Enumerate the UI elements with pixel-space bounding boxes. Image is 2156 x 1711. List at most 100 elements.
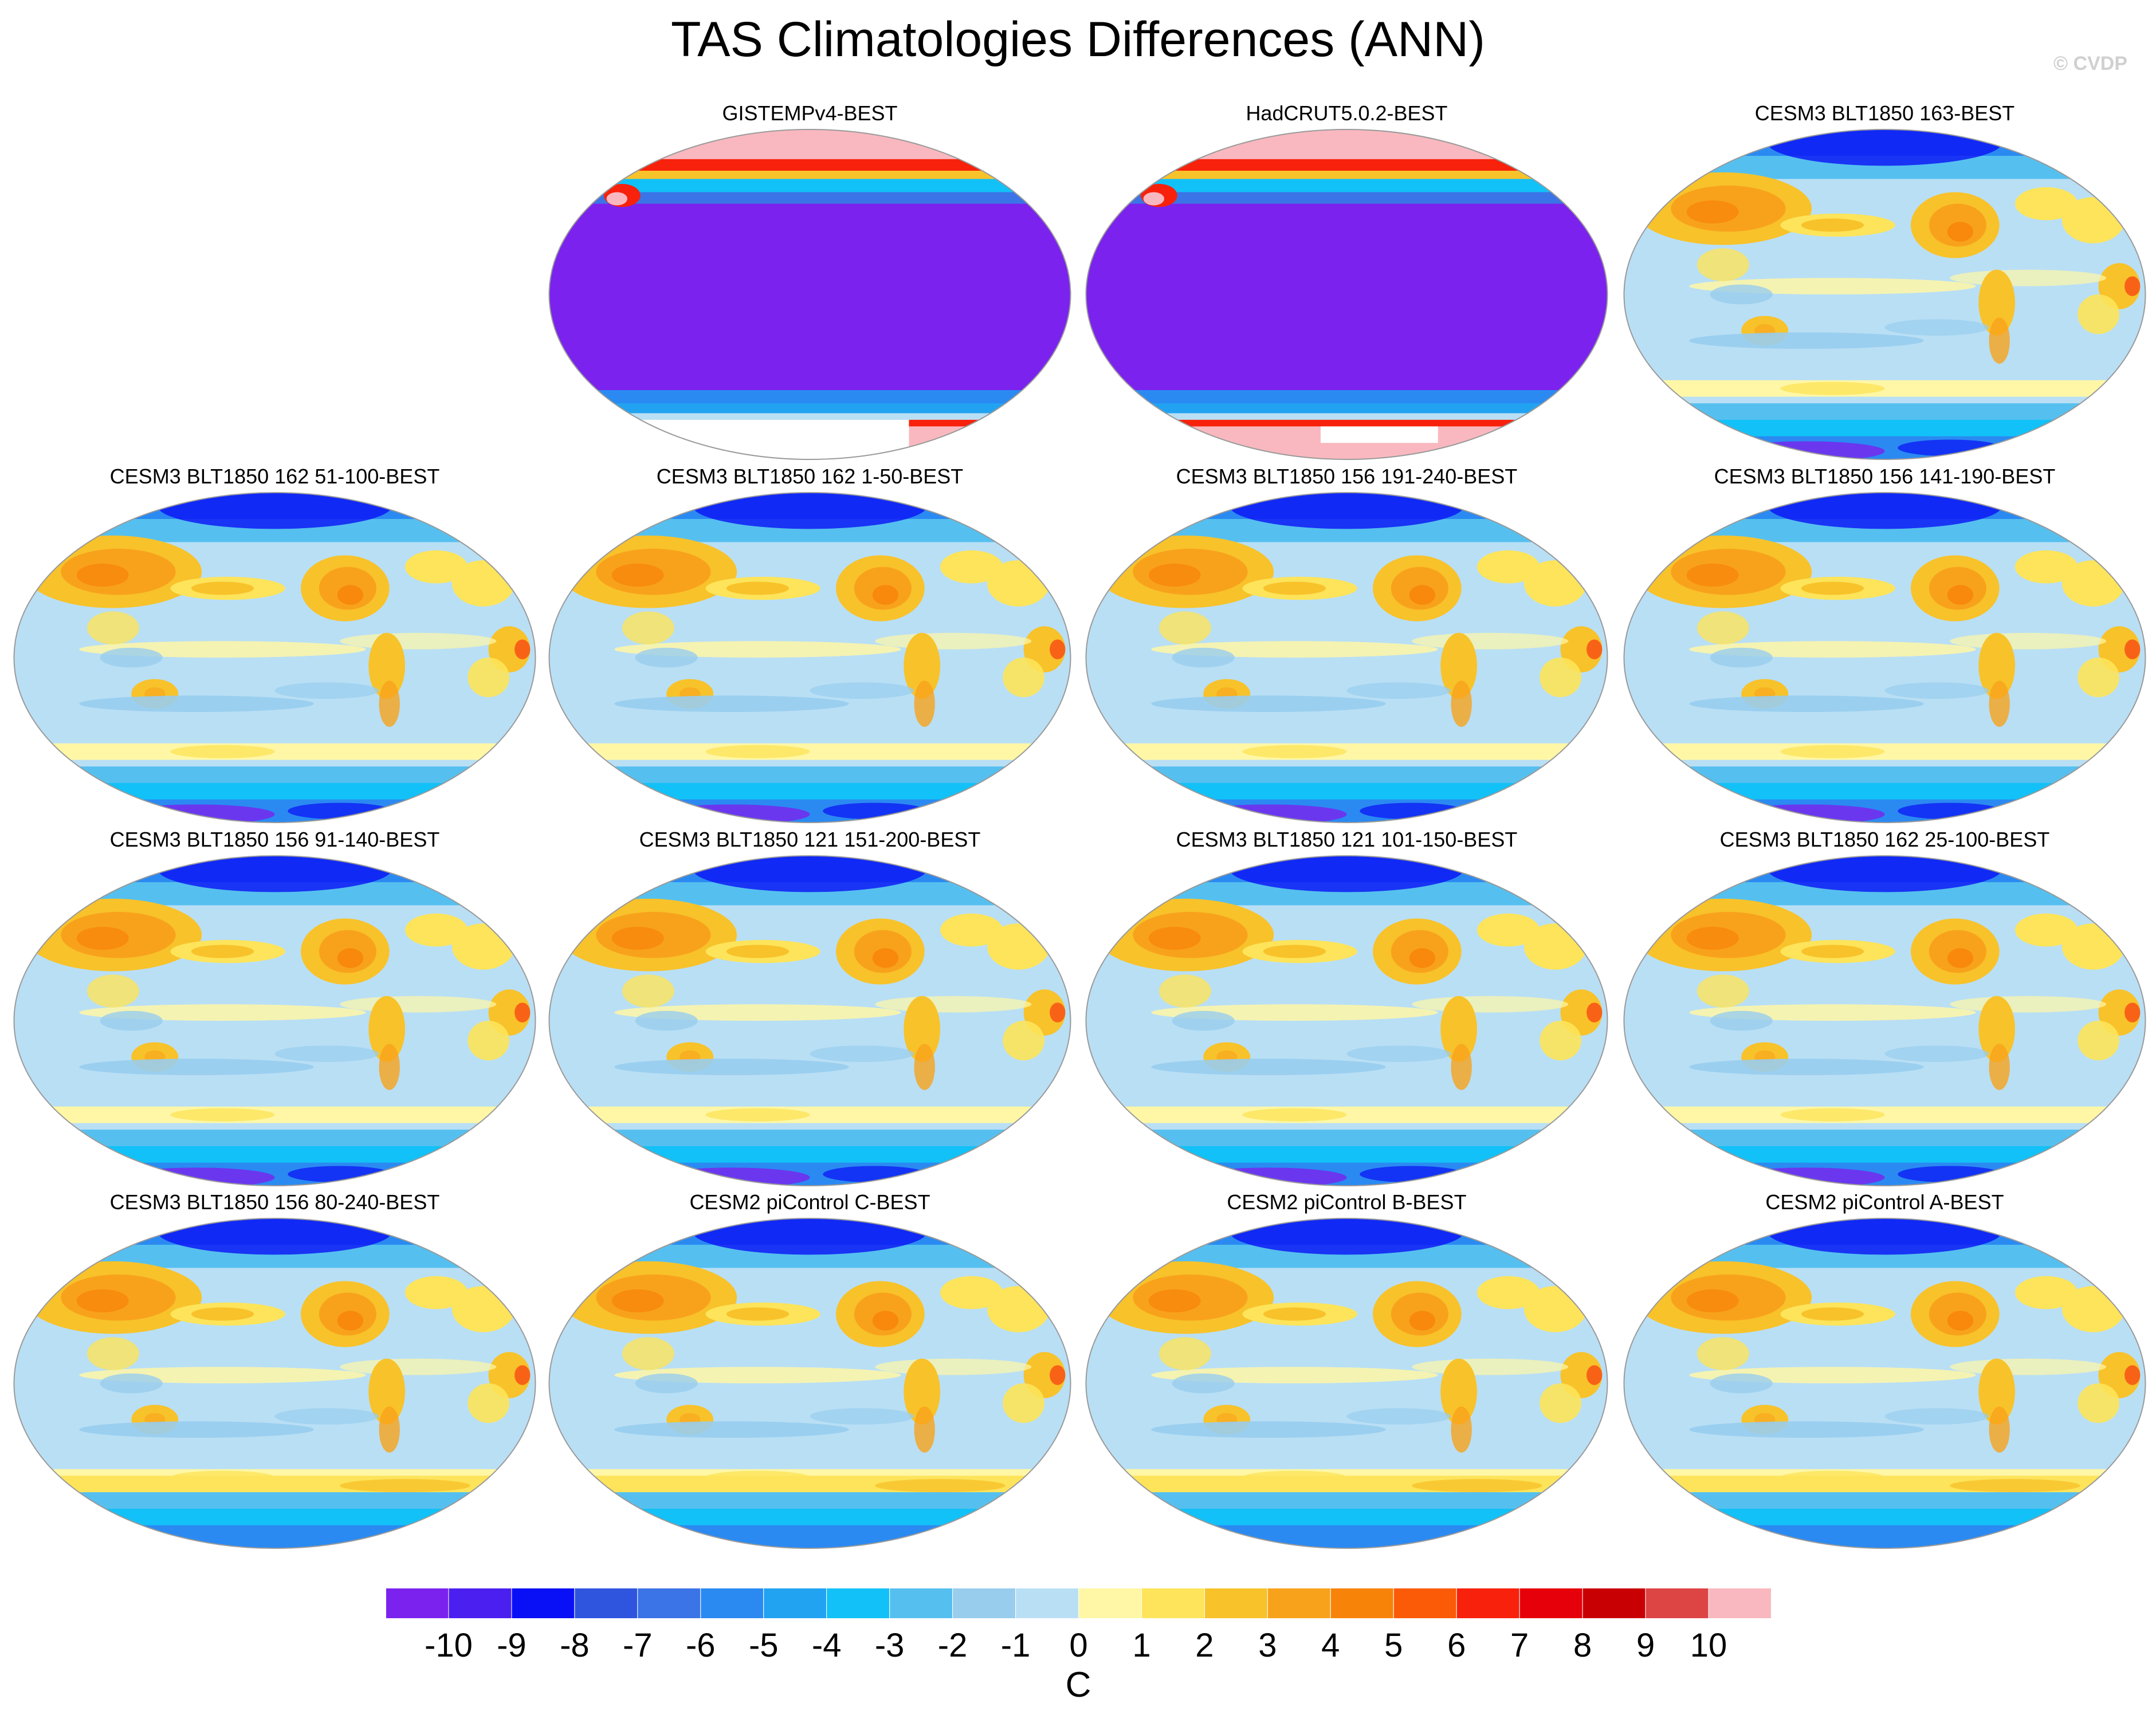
panel-title: GISTEMPv4-BEST	[722, 101, 898, 125]
global-map	[1623, 855, 2146, 1186]
colorbar-box	[1204, 1587, 1268, 1619]
map-panel: CESM3 BLT1850 162 1-50-BEST	[548, 464, 1072, 825]
map-outline	[1623, 129, 2146, 460]
colorbar-box	[637, 1587, 701, 1619]
map-panel: CESM3 BLT1850 162 25-100-BEST	[1623, 827, 2147, 1188]
colorbar-tick-label: -9	[497, 1627, 527, 1664]
colorbar-box	[511, 1587, 575, 1619]
panel-title: CESM3 BLT1850 121 151-200-BEST	[639, 828, 981, 851]
figure-title: TAS Climatologies Differences (ANN)	[670, 12, 1485, 67]
colorbar-box	[889, 1587, 953, 1619]
global-map	[1623, 492, 2146, 823]
global-map	[548, 492, 1071, 823]
map-outline	[13, 492, 536, 823]
colorbar-tick-label: -2	[938, 1627, 968, 1664]
global-map	[1623, 1218, 2146, 1549]
colorbar-tick-label: -1	[1001, 1627, 1031, 1664]
colorbar-units: C	[1066, 1665, 1091, 1705]
map-outline	[1623, 1218, 2146, 1549]
map-panel: CESM3 BLT1850 121 101-150-BEST	[1085, 827, 1609, 1188]
panel-title: CESM3 BLT1850 121 101-150-BEST	[1176, 828, 1518, 851]
map-field	[14, 1218, 536, 1548]
colorbar-tick-label: 5	[1384, 1627, 1403, 1664]
colorbar-tick-label: 0	[1069, 1627, 1087, 1664]
colorbar-tick-label: -10	[425, 1627, 473, 1664]
colorbar-box	[826, 1587, 890, 1619]
colorbar-tick-label: -5	[749, 1627, 779, 1664]
colorbar-box	[700, 1587, 764, 1619]
global-map	[548, 129, 1071, 460]
map-field	[549, 856, 1071, 1186]
colorbar-tick-label: -3	[875, 1627, 905, 1664]
colorbar-box	[1141, 1587, 1205, 1619]
map-panel: CESM2 piControl B-BEST	[1085, 1190, 1609, 1551]
colorbar-tick-label: 4	[1321, 1627, 1340, 1664]
colorbar-box	[574, 1587, 638, 1619]
colorbar-tick-label: 9	[1636, 1627, 1655, 1664]
colorbar-tick-label: -7	[623, 1627, 653, 1664]
panel-title: CESM3 BLT1850 156 80-240-BEST	[109, 1190, 440, 1214]
global-map	[548, 855, 1071, 1186]
map-outline	[548, 129, 1071, 460]
map-panel: CESM3 BLT1850 162 51-100-BEST	[13, 464, 537, 825]
colorbar-box	[763, 1587, 827, 1619]
map-outline	[1623, 492, 2146, 823]
colorbar-tick-label: -6	[686, 1627, 716, 1664]
map-outline	[13, 1218, 536, 1549]
map-field	[1624, 493, 2146, 823]
map-outline	[1085, 855, 1608, 1186]
colorbar-box	[448, 1587, 512, 1619]
colorbar-box	[1015, 1587, 1079, 1619]
colorbar-tick-label: -8	[560, 1627, 590, 1664]
map-field	[1086, 856, 1608, 1186]
map-panel: HadCRUT5.0.2-BEST	[1085, 101, 1609, 462]
map-field	[14, 493, 536, 823]
map-field	[549, 493, 1071, 823]
colorbar-box	[1078, 1587, 1142, 1619]
colorbar-tick-label: 10	[1690, 1627, 1727, 1664]
map-outline	[548, 1218, 1071, 1549]
panel-title: CESM3 BLT1850 156 91-140-BEST	[109, 828, 440, 851]
global-map	[13, 1218, 536, 1549]
map-field	[14, 856, 536, 1186]
map-panel: CESM2 piControl A-BEST	[1623, 1190, 2147, 1551]
colorbar-tick-label: 8	[1573, 1627, 1592, 1664]
colorbar-box	[385, 1587, 449, 1619]
colorbar-box	[1267, 1587, 1331, 1619]
colorbar-tick-label: 1	[1132, 1627, 1150, 1664]
map-outline	[1085, 129, 1608, 460]
colorbar-box	[1519, 1587, 1583, 1619]
colorbar-box	[1645, 1587, 1709, 1619]
panel-title: CESM3 BLT1850 156 141-190-BEST	[1714, 465, 2056, 488]
panel-title: CESM3 BLT1850 156 191-240-BEST	[1176, 465, 1518, 488]
colorbar-box	[1330, 1587, 1394, 1619]
global-map	[1085, 1218, 1608, 1549]
global-map	[1085, 129, 1608, 460]
colorbar-tick-label: 6	[1447, 1627, 1466, 1664]
colorbar-tick-label: 3	[1258, 1627, 1277, 1664]
colorbar-box	[952, 1587, 1016, 1619]
copyright-label: © CVDP	[2053, 53, 2127, 74]
global-map	[1085, 492, 1608, 823]
colorbar-box	[1582, 1587, 1646, 1619]
map-outline	[1623, 855, 2146, 1186]
panel-title: CESM3 BLT1850 162 1-50-BEST	[656, 465, 964, 488]
colorbar-box	[1456, 1587, 1520, 1619]
colorbar-tick-label: -4	[812, 1627, 842, 1664]
map-field	[1086, 1218, 1608, 1548]
panel-title: CESM3 BLT1850 163-BEST	[1754, 101, 2015, 125]
global-map	[1085, 855, 1608, 1186]
map-panel: CESM3 BLT1850 121 151-200-BEST	[548, 827, 1072, 1188]
map-panel: CESM3 BLT1850 163-BEST	[1623, 101, 2147, 462]
colorbar-tick-label: 7	[1510, 1627, 1529, 1664]
map-field	[549, 129, 1071, 459]
global-map	[1623, 129, 2146, 460]
map-field	[1624, 129, 2146, 459]
map-panel: CESM3 BLT1850 156 191-240-BEST	[1085, 464, 1609, 825]
map-field	[549, 1218, 1071, 1548]
map-outline	[548, 855, 1071, 1186]
map-field	[1086, 129, 1608, 459]
map-outline	[548, 492, 1071, 823]
map-field	[1624, 1218, 2146, 1548]
global-map	[13, 492, 536, 823]
